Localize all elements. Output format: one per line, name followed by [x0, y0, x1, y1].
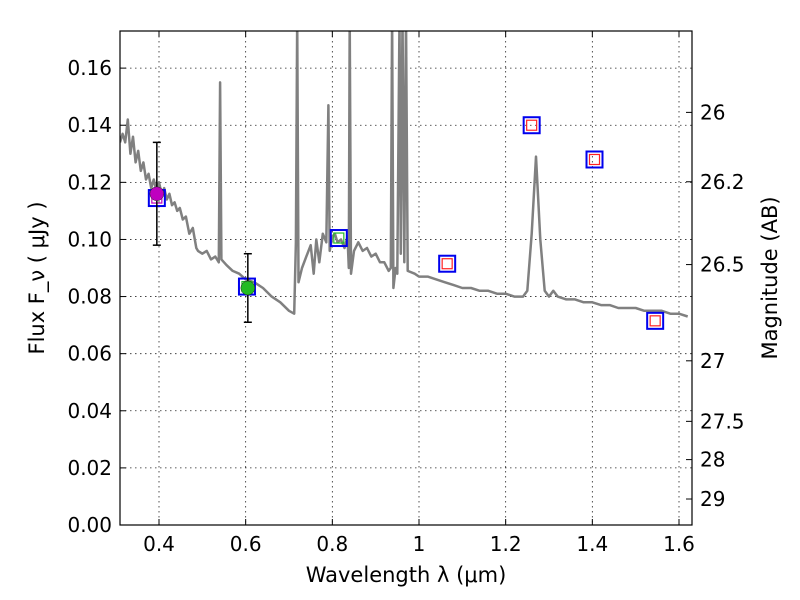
- x-tick-label: 1.2: [490, 532, 522, 556]
- x-tick-label: 0.4: [143, 532, 175, 556]
- plot-frame: [119, 30, 693, 526]
- right-tick-label: 27: [700, 349, 725, 373]
- right-tick-label: 26.5: [700, 253, 745, 277]
- y-axis-ticks: 0.00 0.02 0.04 0.06 0.08 0.10 0.12 0.14 0.16: [67, 56, 126, 537]
- data-points: [147, 116, 665, 330]
- right-tick-label: 26.2: [700, 170, 745, 194]
- y-tick-label: 0.02: [67, 456, 112, 480]
- observed-point: [240, 280, 256, 296]
- x-tick-label: 0.6: [230, 532, 262, 556]
- y-axis-label: Flux F_ν ( μJy ): [25, 201, 50, 354]
- y-tick-label: 0.08: [67, 285, 112, 309]
- x-tick-label: 1: [413, 532, 426, 556]
- x-axis-ticks: 0.4 0.6 0.8 1 1.2 1.4 1.6: [143, 31, 695, 556]
- model-box: [329, 229, 348, 248]
- y-tick-label: 0.14: [67, 113, 112, 137]
- model-box: [646, 311, 665, 330]
- model-box: [585, 150, 604, 169]
- y-tick-label: 0.00: [67, 513, 112, 537]
- y-tick-label: 0.10: [67, 227, 112, 251]
- right-axis-ticks: 26 26.2 26.5 27 27.5 28 29: [686, 100, 745, 511]
- x-axis-label: Wavelength λ (μm): [306, 563, 507, 587]
- model-box-inner: [441, 258, 453, 270]
- y-tick-label: 0.06: [67, 342, 112, 366]
- model-box: [522, 116, 541, 135]
- right-tick-label: 26: [700, 100, 725, 124]
- right-tick-label: 27.5: [700, 409, 745, 433]
- y-tick-label: 0.04: [67, 399, 112, 423]
- y-tick-label: 0.12: [67, 170, 112, 194]
- model-box-inner: [588, 153, 601, 166]
- sed-model-line: [120, 31, 689, 318]
- x-tick-label: 1.6: [663, 532, 695, 556]
- model-box-inner: [649, 315, 661, 327]
- right-tick-label: 29: [700, 487, 725, 511]
- x-tick-label: 1.4: [576, 532, 608, 556]
- y-axis-label-text: Flux F_ν ( μJy ): [25, 201, 50, 354]
- y-tick-label: 0.16: [67, 56, 112, 80]
- x-tick-label: 0.8: [316, 532, 348, 556]
- model-box-inner: [526, 119, 538, 131]
- model-box-inner: [333, 232, 345, 244]
- right-tick-label: 28: [700, 448, 725, 472]
- observed-point: [149, 186, 165, 202]
- right-axis-label: Magnitude (AB): [758, 196, 782, 359]
- model-box: [438, 254, 457, 273]
